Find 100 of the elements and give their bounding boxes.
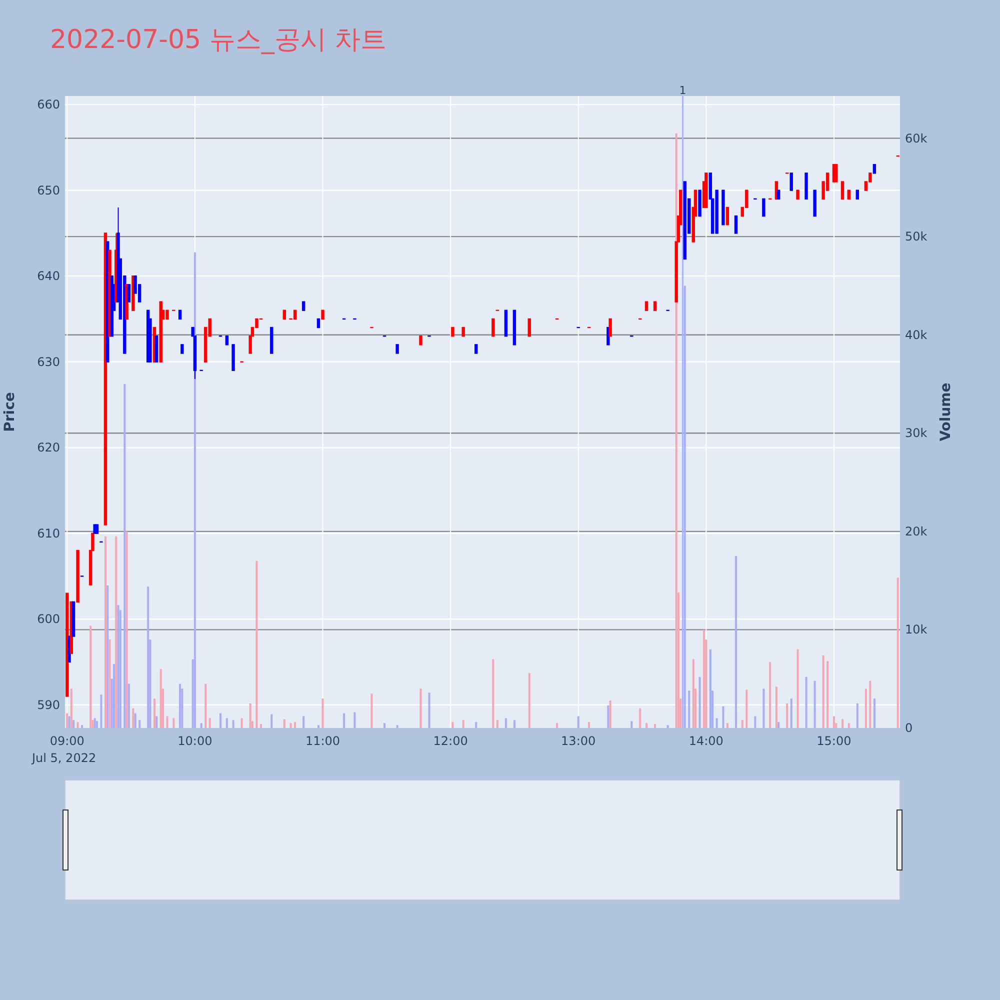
chart-title: 2022-07-05 뉴스_공시 차트 bbox=[50, 25, 387, 55]
bar bbox=[283, 719, 286, 728]
bar bbox=[70, 688, 72, 728]
bar bbox=[775, 686, 778, 728]
bar bbox=[654, 724, 656, 728]
y-tick-label: 610 bbox=[37, 526, 60, 540]
x-tick-label: 10:00 bbox=[178, 734, 212, 748]
bar bbox=[126, 531, 128, 728]
y-axis-title: Price bbox=[2, 392, 18, 432]
bar bbox=[769, 662, 772, 728]
ref-line-label: 1 bbox=[679, 84, 686, 97]
bar bbox=[179, 684, 182, 728]
x-tick-label: 15:00 bbox=[816, 734, 852, 748]
bar bbox=[108, 640, 111, 728]
bar bbox=[384, 723, 386, 728]
bar bbox=[496, 720, 498, 728]
bar bbox=[607, 705, 610, 728]
x-tick-label: 14:00 bbox=[688, 734, 724, 748]
bar bbox=[864, 688, 867, 728]
y2-tick-label: 60k bbox=[905, 131, 928, 146]
candlestick bbox=[492, 318, 495, 337]
y-tick-label: 630 bbox=[37, 354, 60, 369]
bar bbox=[577, 716, 580, 728]
bar bbox=[639, 708, 642, 728]
y-tick-label: 640 bbox=[37, 269, 60, 284]
bar bbox=[112, 664, 115, 728]
candlestick bbox=[528, 318, 531, 337]
y2-tick-label: 40k bbox=[905, 328, 928, 342]
bar bbox=[249, 703, 252, 728]
bar bbox=[290, 723, 292, 728]
bar bbox=[805, 676, 808, 728]
bar bbox=[692, 659, 694, 728]
bar bbox=[322, 698, 324, 728]
bar bbox=[68, 716, 70, 728]
bar bbox=[790, 698, 792, 728]
bar bbox=[160, 669, 162, 728]
bar bbox=[556, 723, 558, 728]
bar bbox=[869, 680, 872, 728]
bar bbox=[778, 722, 780, 728]
y2-tick-label: 50k bbox=[905, 230, 928, 244]
candlestick bbox=[762, 198, 766, 217]
bar bbox=[343, 713, 346, 728]
y-tick-label: 660 bbox=[37, 98, 60, 112]
bar bbox=[354, 712, 356, 728]
bar bbox=[72, 720, 75, 728]
bar bbox=[698, 676, 701, 728]
bar bbox=[646, 723, 648, 728]
candlestick bbox=[608, 318, 612, 337]
bar bbox=[134, 713, 136, 728]
bar bbox=[832, 716, 835, 728]
bar bbox=[528, 672, 530, 728]
bar bbox=[896, 578, 899, 728]
x-tick-label: 12:00 bbox=[433, 734, 468, 748]
bar bbox=[128, 684, 130, 728]
bar bbox=[166, 716, 168, 728]
bar bbox=[106, 585, 109, 728]
candlestick bbox=[840, 181, 844, 200]
bar bbox=[219, 713, 222, 728]
y-tick-label: 600 bbox=[37, 612, 60, 626]
bar bbox=[716, 718, 718, 728]
bar bbox=[260, 724, 262, 728]
bar bbox=[156, 716, 158, 728]
candlestick bbox=[790, 172, 793, 191]
bar bbox=[822, 655, 824, 728]
bar bbox=[147, 586, 150, 728]
bar bbox=[826, 661, 829, 728]
bar bbox=[100, 694, 102, 728]
bar bbox=[420, 688, 422, 728]
bar bbox=[666, 725, 669, 728]
bar bbox=[734, 556, 737, 728]
bar bbox=[462, 720, 464, 728]
bar bbox=[302, 716, 305, 728]
bar bbox=[722, 706, 724, 728]
bar bbox=[814, 680, 816, 728]
candlestick bbox=[127, 284, 131, 302]
bar bbox=[746, 690, 748, 728]
bar bbox=[848, 723, 850, 728]
bar bbox=[124, 384, 126, 728]
bar bbox=[81, 725, 84, 728]
bar bbox=[232, 720, 234, 728]
y2-tick-label: 10k bbox=[905, 622, 928, 637]
bar bbox=[172, 718, 175, 728]
bar bbox=[703, 630, 706, 728]
bar bbox=[270, 714, 273, 728]
bar bbox=[115, 536, 118, 728]
bar bbox=[76, 722, 79, 728]
bar bbox=[475, 722, 478, 728]
bar bbox=[117, 605, 120, 728]
bar bbox=[688, 690, 690, 728]
y2-axis-title: Volume bbox=[938, 382, 954, 442]
bar bbox=[208, 718, 211, 728]
x-tick-label: 09:00 bbox=[50, 734, 84, 748]
bar bbox=[609, 700, 612, 728]
y-tick-label: 650 bbox=[37, 183, 60, 198]
bar bbox=[153, 698, 156, 728]
y2-tick-label: 0 bbox=[905, 721, 913, 735]
candlestick bbox=[726, 206, 730, 226]
bar bbox=[856, 703, 858, 728]
y2-tick-label: 20k bbox=[905, 524, 928, 538]
y-tick-label: 590 bbox=[37, 698, 60, 712]
